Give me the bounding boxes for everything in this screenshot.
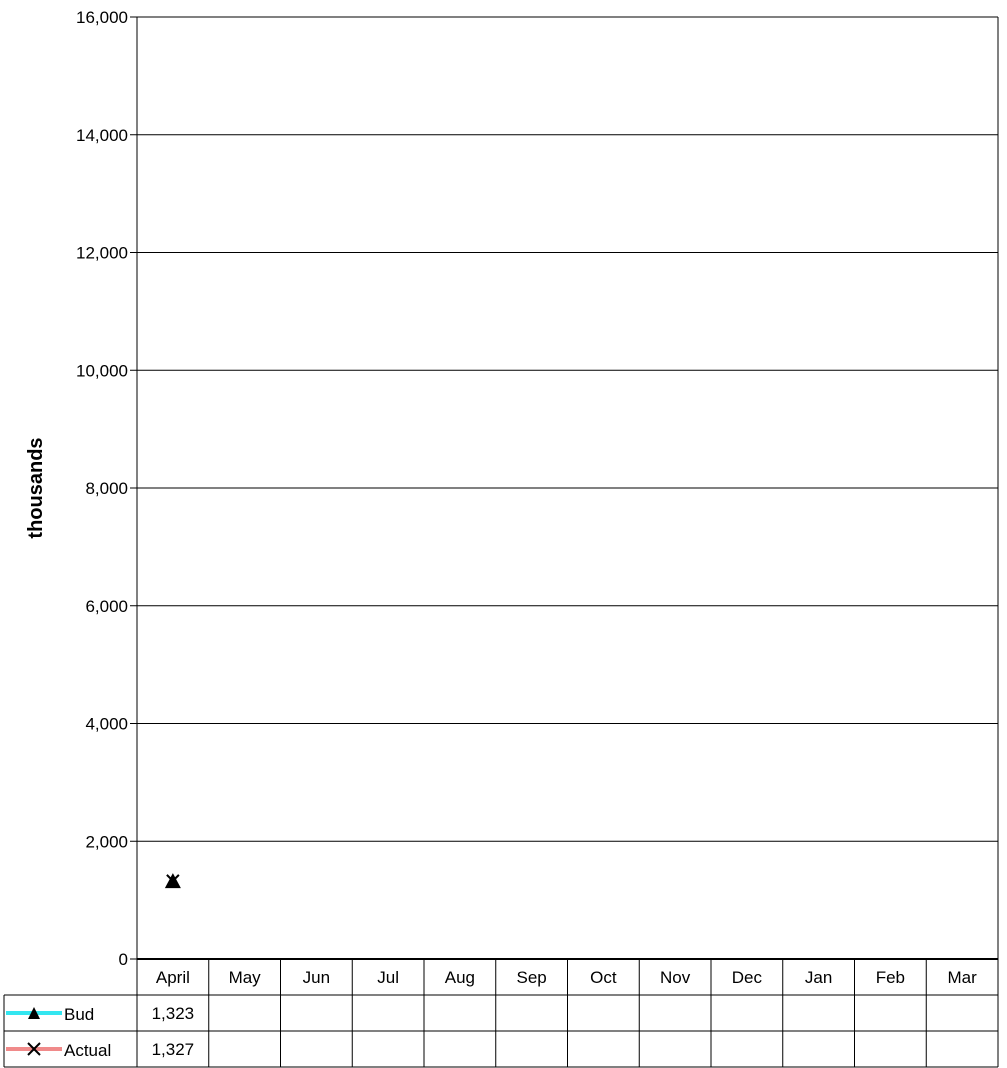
data-table: April May Jun Jul Aug Sep Oct Nov Dec Jan Feb Mar Bu… xyxy=(3,958,999,1068)
x-tick-label: Aug xyxy=(445,968,475,987)
data-point-actual xyxy=(166,874,180,888)
gridlines xyxy=(137,16,999,959)
data-table-value: 1,327 xyxy=(152,1040,195,1059)
x-tick-label: Sep xyxy=(517,968,547,987)
y-tick-label: 16,000 xyxy=(76,8,128,27)
legend-label: Bud xyxy=(64,1005,94,1024)
y-tick-label: 2,000 xyxy=(85,832,128,851)
x-tick-label: May xyxy=(229,968,262,987)
y-axis: 0 2,000 4,000 6,000 8,000 10,000 12,000 14,000 1… xyxy=(76,8,138,969)
legend-marker-actual xyxy=(27,1042,41,1056)
series-marks xyxy=(164,873,181,889)
y-tick-label: 6,000 xyxy=(85,597,128,616)
x-tick-label: Feb xyxy=(876,968,905,987)
y-tick-label: 14,000 xyxy=(76,126,128,145)
y-tick-label: 10,000 xyxy=(76,361,128,380)
x-tick-label: Dec xyxy=(732,968,763,987)
y-tick-label: 0 xyxy=(119,950,128,969)
x-tick-label: Jun xyxy=(303,968,330,987)
x-tick-label: Oct xyxy=(590,968,617,987)
x-tick-label: April xyxy=(156,968,190,987)
legend-label: Actual xyxy=(64,1041,111,1060)
y-tick-label: 8,000 xyxy=(85,479,128,498)
y-tick-label: 12,000 xyxy=(76,244,128,263)
x-tick-label: Jul xyxy=(377,968,399,987)
y-tick-label: 4,000 xyxy=(85,715,128,734)
x-tick-label: Mar xyxy=(947,968,977,987)
x-tick-label: Jan xyxy=(805,968,832,987)
x-tick-label: Nov xyxy=(660,968,691,987)
data-table-value: 1,323 xyxy=(152,1004,195,1023)
legend-marker-bud xyxy=(28,1007,40,1019)
y-axis-label: thousands xyxy=(25,437,47,538)
